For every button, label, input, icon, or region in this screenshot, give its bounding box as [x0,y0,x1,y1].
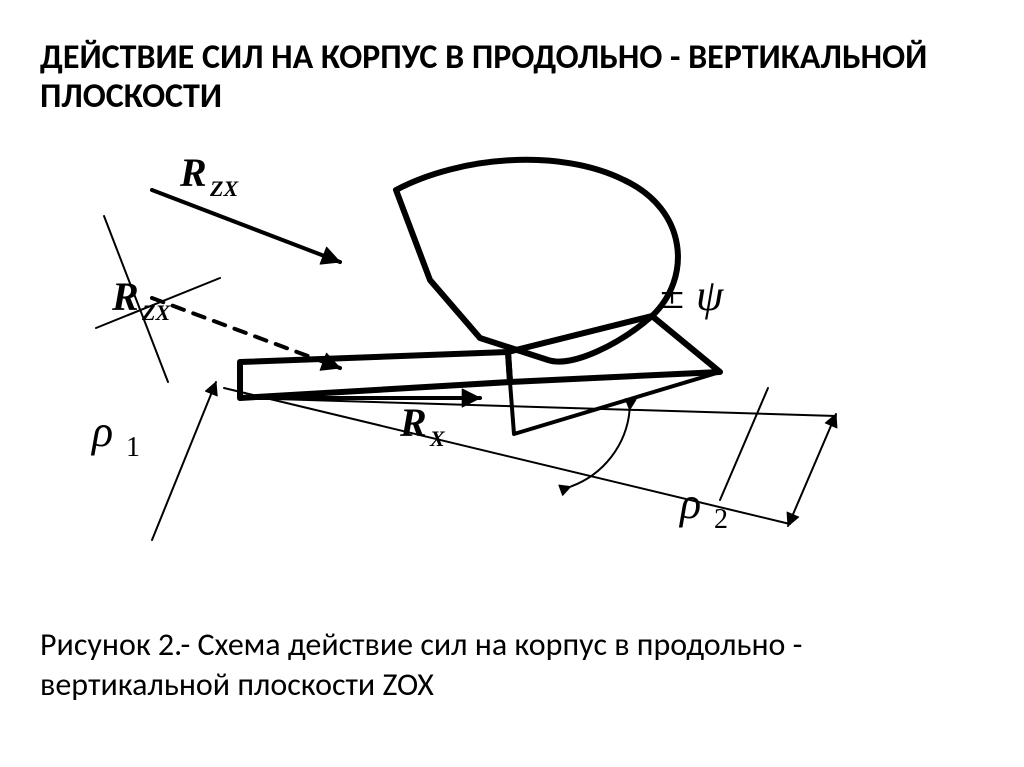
svg-text:ZX: ZX [209,176,239,201]
svg-text:ψ: ψ [696,271,724,320]
svg-text:ρ: ρ [90,407,113,456]
svg-text:R: R [111,274,139,319]
svg-text:R: R [399,400,427,445]
svg-text:ρ: ρ [678,479,701,528]
svg-text:2: 2 [714,504,728,535]
figure-caption: Рисунок 2.- Схема действие сил на корпус… [40,625,960,705]
svg-text:ZX: ZX [141,300,171,325]
page-title: ДЕЙСТВИЕ СИЛ НА КОРПУС В ПРОДОЛЬНО - ВЕР… [40,38,940,116]
svg-text:±: ± [660,269,684,318]
force-diagram: RZXRZXRXρ1ρ2±ψ [40,120,980,580]
svg-text:1: 1 [126,432,140,463]
svg-text:R: R [179,150,207,195]
svg-text:X: X [429,426,446,451]
